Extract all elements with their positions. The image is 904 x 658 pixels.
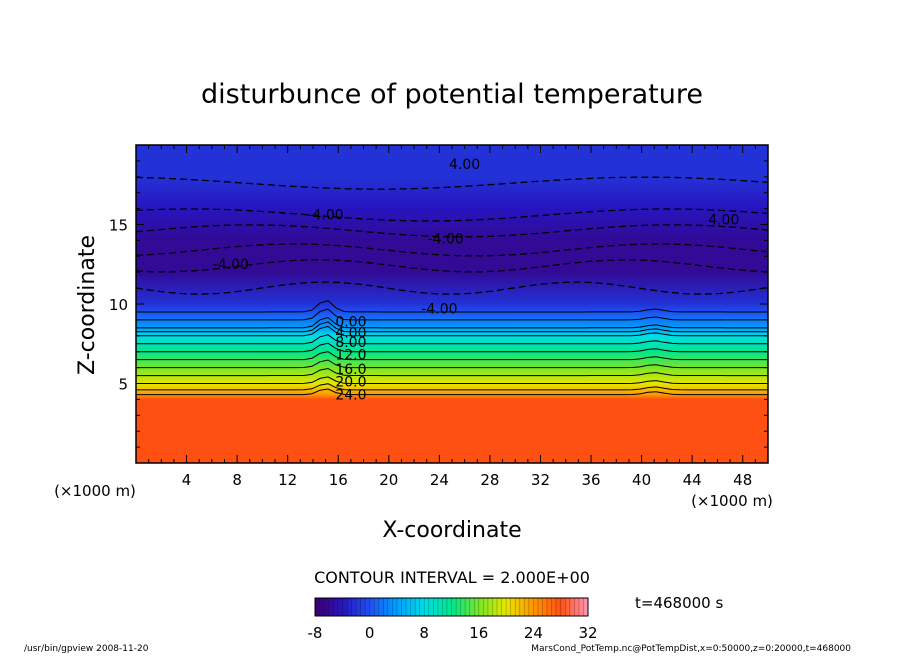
field-fill: [136, 145, 768, 463]
x-tick-label: 20: [379, 471, 398, 489]
colorbar-tick-label: 0: [365, 624, 375, 642]
contour-label: 12.0: [335, 348, 366, 364]
contour-line: [136, 316, 768, 329]
contour-label: -4.00: [307, 208, 343, 224]
colorbar-tick-label: 24: [524, 624, 543, 642]
contour-label: -4.00: [428, 232, 464, 248]
contour-line: [136, 383, 768, 391]
contour-label: 4.00: [708, 213, 739, 229]
contour-label: 16.0: [335, 362, 366, 378]
x-axis-ticks: 4 8 12 16 20 24 28 32 36 40 44 48: [148, 145, 756, 489]
contour-label: 4.00: [335, 325, 366, 341]
contour-label: 8.00: [335, 335, 366, 351]
x-tick-label: 32: [531, 471, 550, 489]
x-tick-label: 44: [683, 471, 702, 489]
colorbar-tick-label: -8: [308, 624, 323, 642]
contour-line: [136, 321, 768, 333]
contour-line: [136, 367, 768, 377]
contour-line-negative: [136, 281, 768, 295]
contour-label: 0.00: [335, 314, 366, 330]
x-axis-unit-left: (×1000 m): [54, 482, 136, 500]
contour-line: [136, 388, 768, 396]
contour-label: 24.0: [335, 387, 366, 403]
x-tick-label: 12: [278, 471, 297, 489]
colorbar-tick-label: 8: [419, 624, 429, 642]
x-tick-label: 16: [329, 471, 348, 489]
x-tick-label: 24: [430, 471, 449, 489]
y-tick-label: 10: [109, 296, 128, 314]
colorbar-stripes: [319, 598, 584, 616]
contour-label: -4.00: [421, 302, 457, 318]
colorbar-tick-label: 32: [578, 624, 597, 642]
footer-left: /usr/bin/gpview 2008-11-20: [24, 644, 149, 654]
x-tick-label: 40: [632, 471, 651, 489]
colorbar-tick-label: 16: [469, 624, 488, 642]
contour-line: [136, 300, 768, 313]
contour-line-negative: [136, 208, 768, 222]
contour-line: [136, 308, 768, 321]
colorbar-tick-labels: -8 0 8 16 24 32: [308, 624, 598, 642]
contour-line: [136, 342, 768, 353]
chart-title: disturbunce of potential temperature: [201, 79, 703, 110]
contour-line: [136, 351, 768, 361]
contour-line: [136, 334, 768, 345]
x-axis-label: X-coordinate: [382, 518, 521, 543]
colorbar-frame: [314, 597, 589, 617]
y-tick-label: 5: [118, 376, 128, 394]
contour-labels: 4.00-4.00-4.00-4.004.00-4.000.004.008.00…: [213, 157, 740, 404]
y-axis-label: Z-coordinate: [75, 235, 100, 375]
x-tick-label: 4: [182, 471, 192, 489]
contour-line: [136, 376, 768, 384]
contour-line-negative: [136, 176, 768, 190]
contour-label: -4.00: [213, 257, 249, 273]
contour-line-negative: [136, 259, 768, 273]
y-axis-ticks: 5 10 15: [109, 160, 768, 448]
contour-label: 20.0: [335, 375, 366, 391]
contour-line: [136, 359, 768, 369]
contour-interval-text: CONTOUR INTERVAL = 2.000E+00: [314, 568, 590, 587]
colorbar: -8 0 8 16 24 32: [308, 597, 598, 642]
x-tick-label: 8: [232, 471, 242, 489]
y-tick-label: 15: [109, 217, 128, 235]
footer-right: MarsCond_PotTemp.nc@PotTempDist,x=0:5000…: [531, 644, 851, 654]
x-tick-label: 48: [733, 471, 752, 489]
colorbar-fill: [315, 598, 588, 616]
contour-label: 4.00: [449, 157, 480, 173]
contour-line-negative: [136, 224, 768, 238]
plot-area: 4.00-4.00-4.00-4.004.00-4.000.004.008.00…: [109, 144, 769, 489]
contour-line: [136, 325, 768, 337]
time-text: t=468000 s: [635, 594, 723, 612]
x-tick-label: 36: [581, 471, 600, 489]
contour-line-negative: [136, 243, 768, 257]
contour-lines: [136, 176, 768, 396]
x-tick-label: 28: [480, 471, 499, 489]
x-axis-unit-right: (×1000 m): [691, 492, 773, 510]
